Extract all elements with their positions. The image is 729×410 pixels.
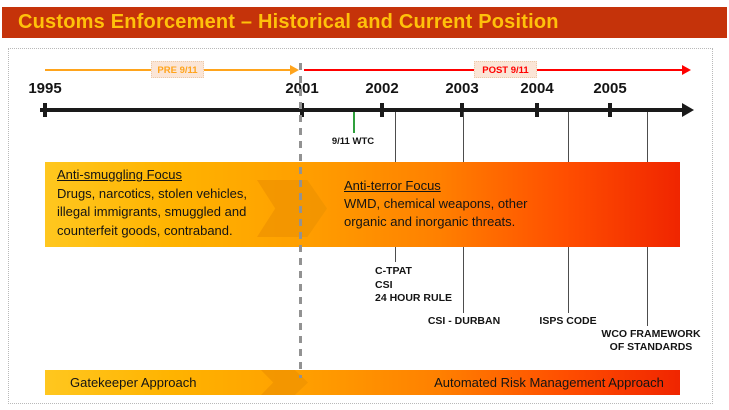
wtc-marker-line [353,112,355,133]
focus-box [45,162,680,247]
anti-terror-block: Anti-terror Focus WMD, chemical weapons,… [344,177,528,231]
timeline-tick-2004 [535,103,539,117]
ctpat-label-block: C-TPAT CSI 24 HOUR RULE [375,265,452,306]
divider-2001-dashed-line [299,63,302,378]
wco-framework-label: WCO FRAMEWORK OF STANDARDS [592,328,710,353]
pre-911-arrowhead-icon [290,65,299,75]
year-label-2002: 2002 [365,80,399,97]
isps-code-label: ISPS CODE [539,315,597,327]
automated-risk-label: Automated Risk Management Approach [434,375,664,390]
anti-smuggling-line2: illegal immigrants, smuggled and [57,204,247,219]
timeline-tick-1995 [43,103,47,117]
gatekeeper-approach-label: Gatekeeper Approach [70,375,197,390]
wco-framework-line2: OF STANDARDS [609,340,693,353]
timeline-tick-2001 [300,103,304,117]
anti-terror-line2: organic and inorganic threats. [344,214,516,229]
pre-911-label: PRE 9/11 [151,61,204,78]
year-label-2004: 2004 [520,80,554,97]
anti-smuggling-block: Anti-smuggling Focus Drugs, narcotics, s… [57,166,247,240]
anti-terror-line1: WMD, chemical weapons, other [344,196,528,211]
year-label-2005: 2005 [593,80,627,97]
page-title: Customs Enforcement – Historical and Cur… [2,7,727,38]
anti-smuggling-line1: Drugs, narcotics, stolen vehicles, [57,185,248,201]
timeline-tick-2005 [608,103,612,117]
timeline-tick-2003 [460,103,464,117]
csi-durban-label: CSI - DURBAN [427,315,501,327]
hour-rule-label: 24 HOUR RULE [375,292,453,304]
anti-terror-heading: Anti-terror Focus [344,178,441,193]
wtc-label: 9/11 WTC [331,136,375,147]
csi-label: CSI [375,278,393,291]
year-label-2003: 2003 [445,80,479,97]
post-911-arrowhead-icon [682,65,691,75]
ctpat-label: C-TPAT [375,265,412,277]
year-label-2001: 2001 [285,80,319,97]
anti-smuggling-heading: Anti-smuggling Focus [57,167,182,182]
approach-bar [45,370,680,395]
year-label-1995: 1995 [28,80,62,97]
wco-framework-line1: WCO FRAMEWORK [601,328,701,340]
post-911-label: POST 9/11 [474,61,537,78]
anti-smuggling-line3: counterfeit goods, contraband. [57,222,233,238]
timeline-arrowhead-icon [682,103,694,117]
timeline-axis [40,108,682,112]
timeline-tick-2002 [380,103,384,117]
